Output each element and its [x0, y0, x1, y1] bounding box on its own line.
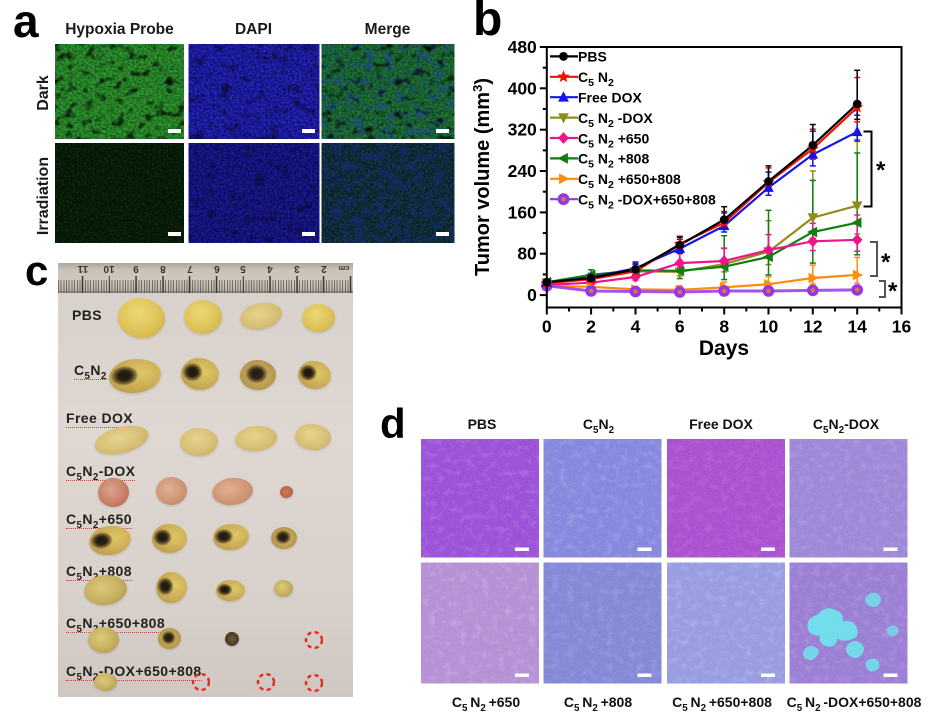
svg-text:4: 4: [631, 317, 641, 337]
svg-text:8: 8: [719, 317, 729, 337]
svg-text:2: 2: [586, 317, 596, 337]
svg-text:*: *: [888, 278, 898, 305]
svg-text:400: 400: [508, 78, 537, 98]
svg-text:C5 N2 -DOX: C5 N2 -DOX: [578, 110, 653, 130]
svg-text:C5 N2 +808: C5 N2 +808: [578, 151, 649, 171]
svg-text:80: 80: [517, 244, 537, 264]
svg-text:Tumor volume (mm3): Tumor volume (mm3): [470, 78, 495, 276]
svg-text:*: *: [881, 249, 891, 276]
svg-text:480: 480: [508, 37, 537, 57]
svg-text:0: 0: [527, 285, 537, 305]
svg-text:160: 160: [508, 202, 537, 222]
svg-text:10: 10: [759, 317, 779, 337]
svg-text:PBS: PBS: [578, 49, 607, 65]
svg-text:16: 16: [892, 317, 912, 337]
svg-text:6: 6: [675, 317, 685, 337]
svg-text:C5 N2 +650+808: C5 N2 +650+808: [578, 171, 681, 191]
svg-text:14: 14: [847, 317, 867, 337]
svg-text:Free DOX: Free DOX: [578, 90, 642, 106]
svg-text:240: 240: [508, 161, 537, 181]
svg-text:*: *: [876, 157, 886, 184]
svg-text:12: 12: [803, 317, 823, 337]
svg-text:320: 320: [508, 120, 537, 140]
svg-text:C5 N2: C5 N2: [578, 69, 614, 89]
svg-text:Days: Days: [699, 337, 749, 360]
svg-text:C5 N2 +650: C5 N2 +650: [578, 130, 649, 150]
svg-text:C5 N2 -DOX+650+808: C5 N2 -DOX+650+808: [578, 192, 716, 212]
svg-text:0: 0: [542, 317, 552, 337]
